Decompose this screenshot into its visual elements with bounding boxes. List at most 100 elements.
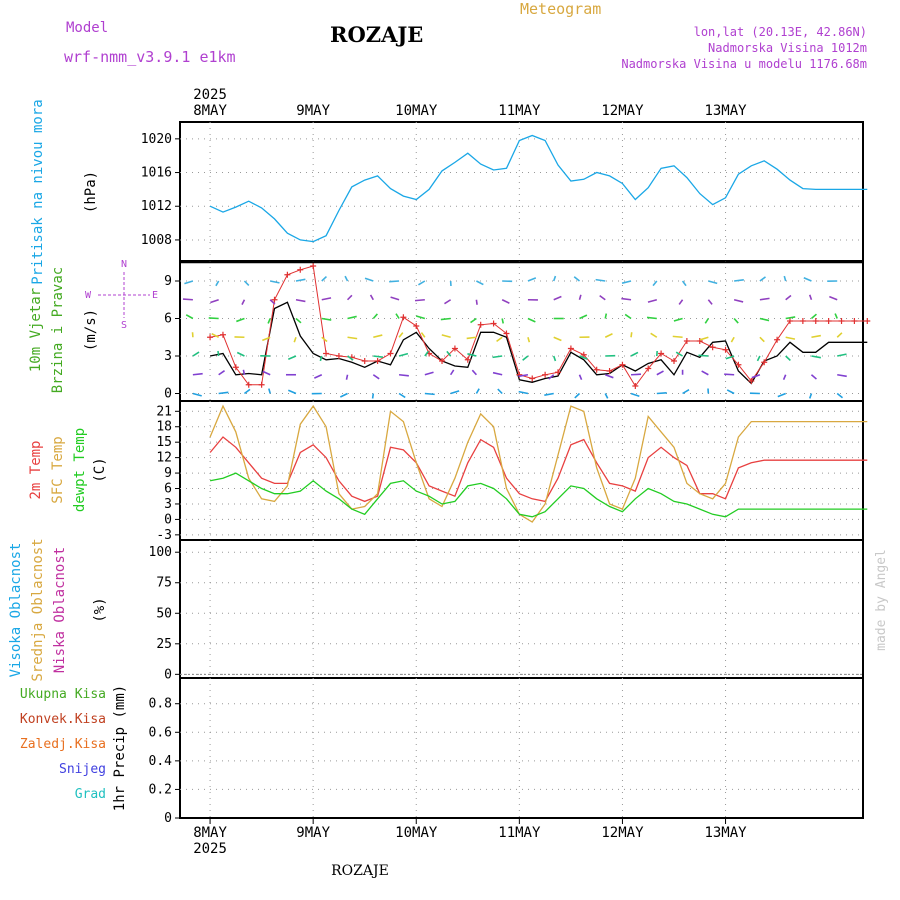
wind-direction-arrow [398,332,404,338]
wind-direction-arrow [496,336,503,343]
day-label-bottom: 12MAY [601,825,644,841]
wind-gust-marker [567,345,574,352]
wind-direction-arrow [217,350,220,357]
footer-station: ROZAJE [331,863,389,879]
wind-direction-arrow [527,317,536,323]
wind-direction-arrow [243,280,250,287]
wind-direction-arrow [182,298,193,301]
wind-direction-arrow [492,355,503,359]
wind-direction-arrow [424,350,429,357]
temp-dew-line [209,472,868,518]
wind-direction-arrow [390,296,400,301]
wind-direction-arrow [364,277,374,282]
wind-direction-arrow [444,299,452,305]
wind-direction-arrow [218,391,229,395]
wind-direction-arrow [552,355,557,362]
wind-direction-arrow [759,336,765,343]
y-tick-label: 0.6 [149,725,172,740]
wind-direction-arrow [673,317,683,322]
wind-direction-arrow [270,280,280,284]
wind-direction-arrow [215,280,220,287]
y-tick-label: 0.4 [149,754,173,769]
wind-gust-marker [645,365,652,372]
wind-direction-arrow [262,370,271,376]
wind-direction-arrow [501,299,510,304]
wind-gust-marker [632,383,639,389]
compass-east: E [152,290,158,301]
wind-direction-arrow [236,317,245,323]
wind-gust-marker [606,368,613,374]
wind-gust-marker [825,318,832,324]
day-label-bottom: 10MAY [395,825,438,841]
y-tick-label: 0.8 [149,697,172,712]
wind-direction-arrow [604,333,613,338]
wind-gust-marker [361,358,368,364]
wind-direction-arrow [344,275,349,282]
wind-gust-marker [619,361,626,368]
wind-direction-arrow [698,354,709,357]
y-tick-label: 3 [164,349,172,364]
wind-direction-arrow [595,278,606,282]
y-tick-label: 75 [156,576,172,591]
y-tick-label: 1012 [141,199,172,214]
wind-direction-arrow [475,299,478,305]
wind-gust-marker [207,334,214,341]
wind-direction-arrow [672,335,683,339]
day-label-top: 10MAY [395,103,438,119]
wind-direction-arrow [725,355,735,360]
wind-gust-marker [670,358,677,364]
wind-gust-marker [709,344,716,351]
wind-gust-marker [812,318,819,324]
wind-direction-arrow [759,317,770,322]
wind-direction-arrow [810,374,817,380]
compass-north: N [121,259,127,270]
wind-direction-arrow [630,373,642,376]
wind-direction-arrow [733,317,739,324]
wind-direction-arrow [339,392,348,398]
wind-direction-arrow [578,374,583,380]
wind-direction-arrow [552,275,557,282]
y-tick-label: 0 [164,512,172,527]
wind-direction-arrow [630,351,639,357]
wind-direction-arrow [398,373,409,377]
wind-gust-marker [838,318,845,324]
wind-gust-marker [310,263,317,269]
wind-direction-arrow [470,317,477,324]
wind-direction-arrow [785,294,792,301]
wind-direction-arrow [184,280,194,285]
wind-direction-arrow [573,276,580,282]
y-tick-label: 21 [156,404,172,419]
y-tick-label: 9 [164,466,172,481]
wind-direction-arrow [518,390,529,395]
wind-direction-arrow [369,294,374,301]
station-title: ROZAJE [330,22,424,47]
wind-gust-marker [232,364,239,371]
day-label-bottom: 13MAY [704,825,747,841]
y-tick-label: 12 [156,451,172,466]
wind-gust-marker [761,359,768,366]
wind-direction-arrow [208,317,219,320]
wind-gust-marker [593,366,600,373]
wind-direction-arrow [373,355,384,359]
precip-legend-item: Grad [75,787,106,802]
wind-direction-arrow [501,318,504,324]
day-label-top: 13MAY [704,103,747,119]
wind-direction-arrow [420,332,426,338]
y-tick-label: 9 [164,274,172,289]
precip-legend-item: Snijeg [59,762,106,777]
wind-direction-arrow [599,294,606,301]
wind-direction-arrow [243,388,251,395]
wind-direction-arrow [268,388,271,394]
wind-direction-arrow [652,280,658,287]
wind-direction-arrow [578,294,582,300]
model-elevation-label: Nadmorska Visina u modelu 1176.68m [621,57,867,71]
wind-direction-arrow [734,278,744,282]
wind-gust-marker [400,314,407,321]
wind-direction-arrow [398,392,406,399]
product-title: Meteogram [520,0,602,18]
wind-direction-arrow [650,332,658,338]
wind-direction-arrow [418,280,426,286]
wind-direction-arrow [522,355,529,361]
temp-axis-unit: (C) [92,457,108,482]
y-tick-label: 6 [164,312,172,327]
